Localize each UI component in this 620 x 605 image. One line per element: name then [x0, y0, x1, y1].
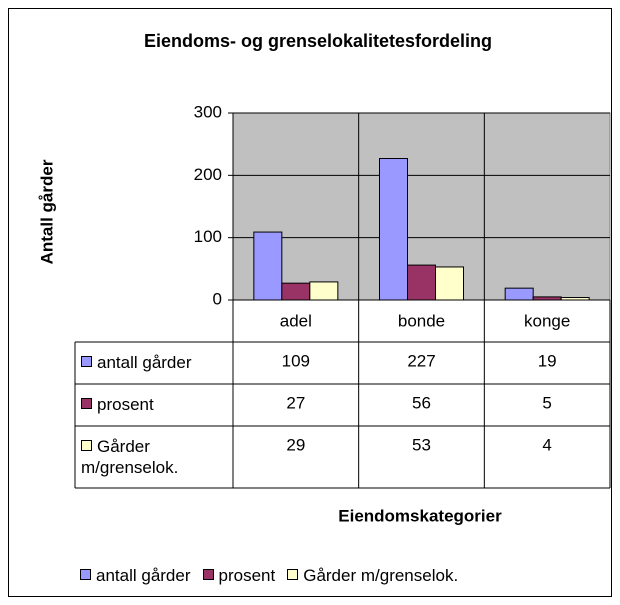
- legend-text: antall gårder: [96, 566, 191, 585]
- chart-border: [8, 8, 612, 597]
- table-value: 19: [538, 351, 557, 370]
- bar: [309, 281, 339, 301]
- category-label: adel: [280, 311, 312, 330]
- table-value: 53: [412, 435, 431, 454]
- table-value: 27: [286, 393, 305, 412]
- bar: [435, 266, 464, 301]
- table-value: 5: [542, 393, 551, 412]
- legend-item: prosent: [202, 566, 276, 585]
- table-value: 4: [542, 435, 551, 454]
- legend-key: [202, 569, 214, 581]
- bar: [407, 264, 436, 301]
- table-row-label: prosent: [81, 394, 229, 415]
- legend-key: [81, 356, 92, 368]
- category-label: konge: [524, 311, 570, 330]
- bar: [504, 287, 534, 301]
- y-tick-label: 0: [213, 289, 222, 308]
- y-tick-label: 200: [194, 165, 222, 184]
- chart-title: Eiendoms- og grenselokalitetesfordeling: [144, 31, 492, 51]
- y-tick-label: 100: [194, 227, 222, 246]
- table-row-label: antall gårder: [81, 352, 229, 373]
- legend-key: [287, 569, 299, 581]
- legend-item: antall gårder: [80, 566, 191, 585]
- legend: antall gårder prosent Gårder m/grenselok.: [80, 566, 470, 586]
- table-value: 56: [412, 393, 431, 412]
- bar: [253, 231, 283, 301]
- table-value: 109: [282, 351, 310, 370]
- legend-key: [81, 440, 92, 452]
- x-axis-label: Eiendomskategorier: [338, 506, 502, 525]
- table-value: 227: [407, 351, 435, 370]
- legend-text: Gårder m/grenselok.: [303, 566, 459, 585]
- y-axis-label: Antall gårder: [37, 159, 56, 264]
- table-row-text: prosent: [97, 395, 154, 414]
- table-value: 29: [286, 435, 305, 454]
- legend-text: prosent: [218, 566, 276, 585]
- legend-key: [81, 398, 92, 410]
- category-label: bonde: [398, 311, 445, 330]
- bar: [379, 158, 408, 301]
- bar: [281, 282, 311, 301]
- y-tick-label: 300: [194, 102, 222, 121]
- legend-key: [80, 569, 91, 581]
- table-row-text: Gårder m/grenselok.: [81, 437, 179, 477]
- table-row-label: Gårder m/grenselok.: [81, 436, 229, 478]
- table-row-text: antall gårder: [97, 353, 192, 372]
- legend-item: Gårder m/grenselok.: [287, 566, 458, 585]
